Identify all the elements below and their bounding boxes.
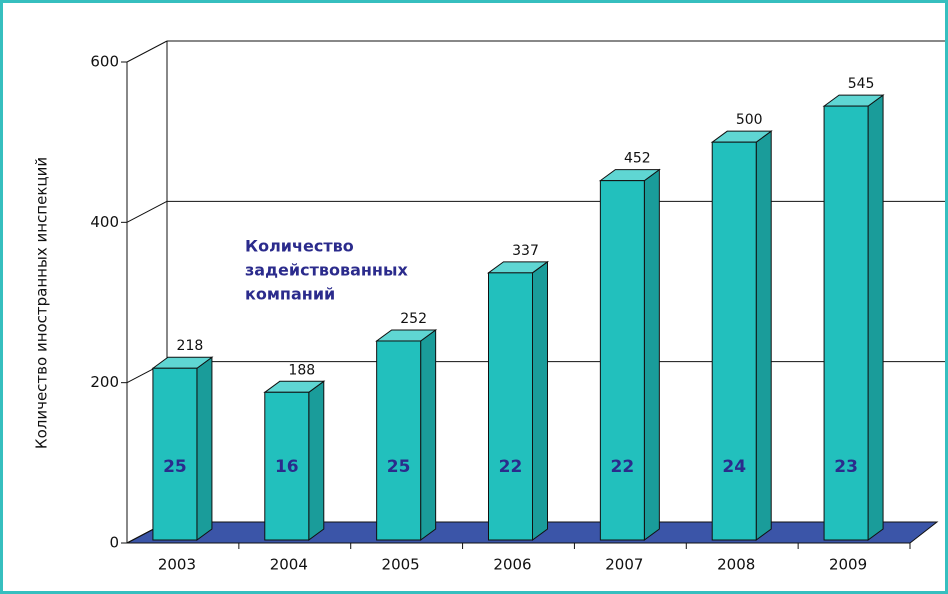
inner-label: 25: [387, 457, 411, 477]
value-label: 500: [736, 112, 763, 128]
annotation: задействованных: [245, 261, 408, 280]
bar: [599, 180, 645, 541]
annotation: Количество: [245, 237, 354, 256]
bar-side: [867, 94, 884, 541]
bar: [376, 340, 422, 541]
x-tick-label: 2004: [270, 556, 308, 574]
bar: [264, 391, 310, 541]
x-tick-label: 2007: [605, 556, 643, 574]
inner-label: 16: [275, 457, 299, 477]
bar-side: [308, 380, 325, 541]
bar-side: [420, 328, 437, 541]
x-tick-label: 2003: [158, 556, 196, 574]
bar: [152, 367, 198, 541]
y-tick-label: 0: [109, 534, 119, 552]
bar-side: [532, 260, 548, 541]
bar: [823, 105, 869, 541]
x-tick-label: 2009: [829, 556, 867, 574]
x-tick-label: 2008: [717, 556, 755, 574]
value-label: 337: [512, 243, 539, 259]
value-label: 545: [848, 76, 875, 92]
y-axis-label: Количество иностранных инспекций: [33, 157, 51, 449]
inner-label: 25: [163, 457, 187, 477]
inner-label: 22: [611, 457, 635, 477]
x-tick-label: 2006: [493, 556, 531, 574]
bar-side: [643, 168, 660, 541]
y-tick-label: 200: [90, 373, 119, 391]
annotation: компаний: [245, 285, 335, 304]
bar-side: [755, 130, 772, 541]
grid-line: [126, 40, 168, 63]
x-tick-label: 2005: [382, 556, 420, 574]
grid-line: [126, 200, 168, 223]
bar-side: [196, 356, 213, 541]
inner-label: 23: [834, 457, 858, 477]
value-label: 452: [624, 151, 651, 167]
inner-label: 24: [722, 457, 746, 477]
value-label: 252: [400, 311, 427, 327]
bar: [711, 141, 757, 541]
y-tick-label: 600: [90, 53, 119, 71]
value-label: 218: [177, 338, 204, 354]
inner-label: 22: [499, 457, 523, 477]
bar: [488, 272, 533, 541]
y-tick-label: 400: [90, 213, 119, 231]
value-label: 188: [288, 362, 315, 378]
